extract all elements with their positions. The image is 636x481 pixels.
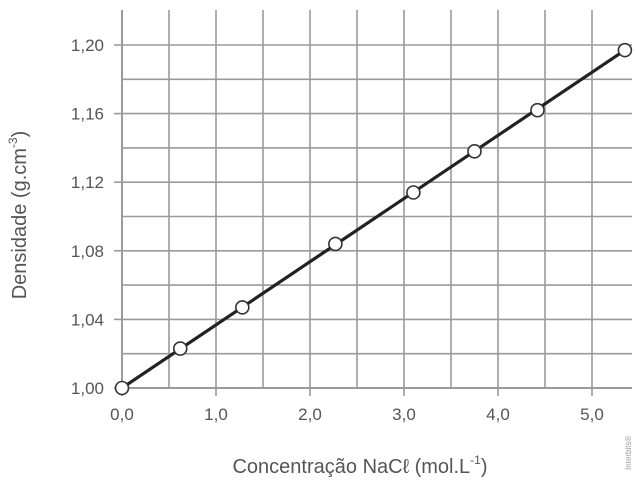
y-tick-label: 1,20	[71, 36, 104, 55]
data-point	[328, 236, 343, 252]
data-point	[406, 185, 421, 200]
x-tick-label: 3,0	[392, 405, 416, 424]
y-axis-title: Densidade (g.cm-3)	[6, 131, 31, 300]
grid	[122, 10, 632, 388]
data-point	[114, 380, 130, 396]
y-tick-label: 1,04	[71, 310, 104, 329]
x-tick-label: 2,0	[298, 405, 322, 424]
data-points	[114, 42, 633, 396]
x-axis-title: Concentração NaCℓ (mol.L-1)	[232, 453, 487, 478]
x-tick-label: 5,0	[580, 405, 604, 424]
y-tick-label: 1,00	[71, 379, 104, 398]
x-tick-label: 0,0	[110, 405, 134, 424]
x-tick-label: 1,0	[204, 405, 228, 424]
y-tick-labels: 1,00 1,04 1,08 1,12 1,16 1,20	[71, 36, 104, 398]
y-tick-label: 1,12	[71, 173, 104, 192]
data-point	[172, 341, 188, 356]
y-tick-label: 1,16	[71, 105, 104, 124]
data-point	[467, 144, 482, 159]
x-tick-label: 4,0	[486, 405, 510, 424]
trendline	[120, 48, 627, 390]
credit-text: Interbits®	[624, 436, 633, 470]
data-point	[617, 42, 633, 58]
axes	[114, 10, 632, 396]
y-tick-label: 1,08	[71, 242, 104, 261]
data-point	[235, 300, 250, 315]
trendline-layer	[120, 48, 627, 390]
data-point	[530, 102, 545, 118]
x-tick-labels: 0,0 1,0 2,0 3,0 4,0 5,0	[110, 405, 604, 424]
